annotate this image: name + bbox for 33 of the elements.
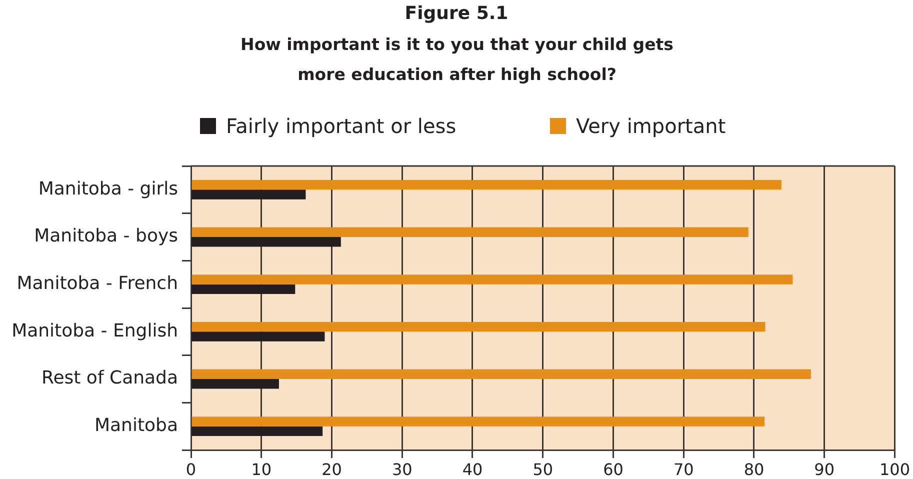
bar: [192, 379, 279, 389]
bar: [192, 237, 341, 247]
bar: [192, 426, 323, 436]
y-tick-label: Manitoba - boys: [34, 226, 178, 247]
y-tick-label: Rest of Canada: [42, 368, 178, 389]
bar: [192, 274, 793, 284]
bar: [192, 227, 748, 237]
chart-title: Figure 5.1: [404, 2, 510, 26]
legend-label: Very important: [576, 114, 726, 138]
bar: [192, 416, 765, 426]
chart-subtitle: How important is it to you that your child gets more education after high school?: [240, 34, 674, 86]
x-tick-label: 60: [603, 460, 624, 479]
legend-label: Fairly important or less: [226, 114, 456, 138]
x-tick-label: 20: [322, 460, 342, 479]
x-tick-label: 30: [392, 460, 412, 479]
y-tick-label: Manitoba: [94, 415, 178, 436]
x-tick-label: 10: [251, 460, 272, 479]
x-tick-label: 0: [186, 460, 196, 479]
x-tick-label: 50: [532, 460, 554, 479]
bar: [192, 322, 766, 332]
x-tick-label: 90: [814, 460, 835, 479]
y-tick-label: Manitoba - girls: [38, 178, 178, 200]
bar: [192, 369, 811, 379]
y-tick-label: Manitoba - French: [16, 273, 178, 294]
bar: [192, 284, 296, 294]
bar: [192, 332, 325, 342]
bar: [192, 190, 306, 200]
x-tick-label: 80: [744, 460, 764, 479]
bar: [192, 180, 782, 190]
x-tick-label: 100: [879, 460, 910, 479]
x-tick-label: 40: [462, 460, 483, 479]
x-tick-label: 70: [673, 460, 694, 479]
y-tick-label: Manitoba - English: [12, 320, 178, 342]
